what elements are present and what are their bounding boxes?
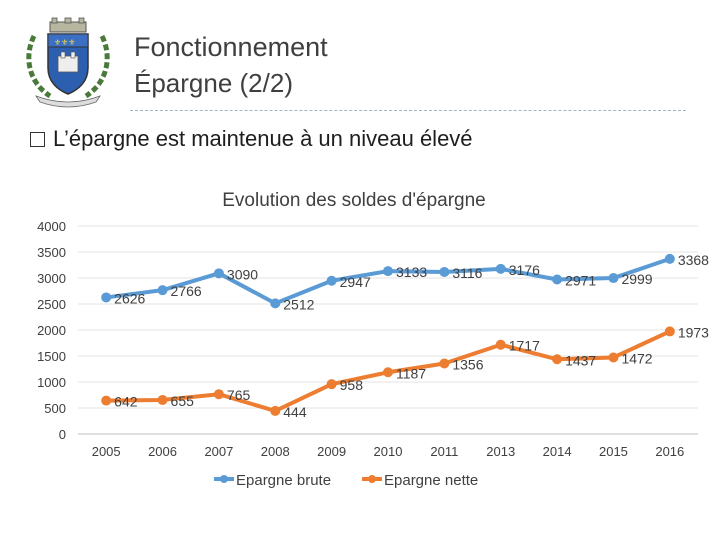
y-tick-label: 0 bbox=[59, 427, 66, 442]
x-tick-label: 2013 bbox=[486, 444, 515, 459]
data-label: 2971 bbox=[565, 273, 596, 289]
bullet-box-icon bbox=[30, 131, 45, 147]
data-label: 3176 bbox=[509, 262, 540, 278]
y-tick-label: 500 bbox=[44, 401, 66, 416]
chart-title: Evolution des soldes d'épargne bbox=[222, 190, 485, 211]
y-tick-label: 1000 bbox=[37, 375, 66, 390]
x-tick-label: 2016 bbox=[655, 444, 684, 459]
data-label: 3368 bbox=[678, 252, 709, 268]
legend-marker bbox=[368, 475, 376, 483]
legend-label: Epargne brute bbox=[236, 472, 331, 489]
data-label: 2947 bbox=[340, 274, 371, 290]
data-point bbox=[326, 379, 337, 390]
bullet-point: L’épargne est maintenue à un niveau élev… bbox=[30, 128, 473, 150]
data-point bbox=[439, 266, 450, 277]
page-subtitle: Épargne (2/2) bbox=[134, 68, 293, 98]
page-title: Fonctionnement bbox=[134, 32, 328, 62]
data-label: 3116 bbox=[452, 265, 482, 281]
data-point bbox=[101, 395, 112, 406]
data-label: 765 bbox=[227, 387, 251, 403]
coat-of-arms-logo: ⚜⚜⚜ bbox=[26, 17, 110, 108]
data-point bbox=[608, 352, 619, 363]
data-label: 1973 bbox=[678, 324, 709, 340]
data-label: 2766 bbox=[171, 283, 202, 299]
data-point bbox=[552, 354, 563, 365]
data-label: 3090 bbox=[227, 266, 258, 282]
legend-label: Epargne nette bbox=[384, 472, 478, 489]
data-label: 1187 bbox=[396, 365, 426, 381]
data-label: 1717 bbox=[509, 338, 540, 354]
x-tick-label: 2005 bbox=[92, 444, 121, 459]
bullet-text: L’épargne est maintenue à un niveau élev… bbox=[53, 126, 473, 151]
legend-marker bbox=[220, 475, 228, 483]
data-label: 2512 bbox=[283, 296, 314, 312]
x-tick-label: 2015 bbox=[599, 444, 628, 459]
data-point bbox=[101, 292, 112, 303]
x-tick-label: 2011 bbox=[430, 444, 458, 459]
title-separator bbox=[130, 110, 686, 111]
y-tick-label: 1500 bbox=[37, 349, 66, 364]
x-tick-label: 2010 bbox=[374, 444, 403, 459]
x-tick-label: 2006 bbox=[148, 444, 177, 459]
data-point bbox=[383, 367, 393, 378]
data-point bbox=[608, 273, 619, 284]
y-tick-label: 4000 bbox=[37, 219, 66, 234]
data-label: 655 bbox=[171, 393, 195, 409]
data-label: 2626 bbox=[114, 290, 145, 306]
data-point bbox=[157, 394, 168, 405]
x-tick-label: 2007 bbox=[204, 444, 233, 459]
x-tick-label: 2008 bbox=[261, 444, 290, 459]
data-label: 444 bbox=[283, 404, 307, 420]
data-label: 3133 bbox=[396, 264, 427, 280]
data-point bbox=[552, 274, 563, 285]
data-point bbox=[383, 266, 393, 277]
data-label: 2999 bbox=[621, 271, 652, 287]
y-tick-label: 3000 bbox=[37, 271, 66, 286]
data-point bbox=[326, 275, 337, 286]
y-tick-label: 2500 bbox=[37, 297, 66, 312]
data-point bbox=[439, 358, 450, 369]
data-point bbox=[157, 285, 168, 296]
x-tick-label: 2014 bbox=[543, 444, 572, 459]
data-point bbox=[270, 405, 281, 416]
x-tick-label: 2009 bbox=[317, 444, 346, 459]
data-point bbox=[213, 389, 224, 400]
data-point bbox=[664, 253, 675, 264]
data-point bbox=[270, 298, 281, 309]
data-label: 1472 bbox=[621, 350, 652, 366]
data-point bbox=[213, 268, 224, 279]
data-label: 642 bbox=[114, 394, 138, 410]
data-label: 1356 bbox=[452, 356, 483, 372]
y-tick-label: 2000 bbox=[37, 323, 66, 338]
data-point bbox=[495, 339, 506, 350]
svg-text:⚜⚜⚜: ⚜⚜⚜ bbox=[54, 38, 76, 47]
data-point bbox=[664, 326, 675, 337]
data-point bbox=[495, 263, 506, 274]
data-label: 1437 bbox=[565, 352, 596, 368]
data-label: 958 bbox=[340, 377, 364, 393]
y-tick-label: 3500 bbox=[37, 245, 66, 260]
